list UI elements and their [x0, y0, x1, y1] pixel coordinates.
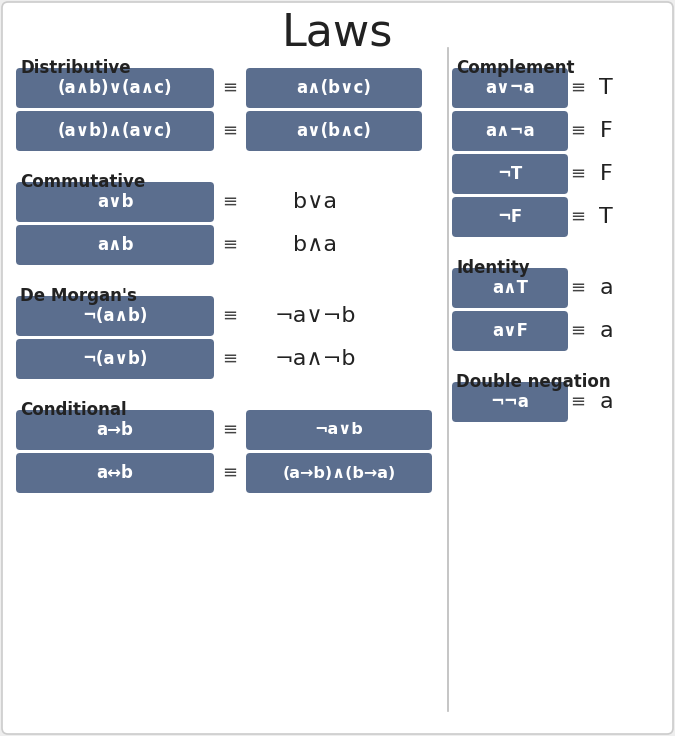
Text: a: a: [599, 321, 613, 341]
Text: ¬F: ¬F: [497, 208, 522, 226]
Text: a∧(b∨c): a∧(b∨c): [296, 79, 371, 97]
FancyBboxPatch shape: [16, 111, 214, 151]
Text: ≡: ≡: [570, 208, 585, 226]
Text: a∨¬a: a∨¬a: [485, 79, 535, 97]
FancyBboxPatch shape: [452, 382, 568, 422]
FancyBboxPatch shape: [16, 339, 214, 379]
Text: Conditional: Conditional: [20, 401, 127, 419]
Text: F: F: [599, 164, 612, 184]
Text: ¬(a∨b): ¬(a∨b): [82, 350, 148, 368]
FancyBboxPatch shape: [452, 68, 568, 108]
FancyBboxPatch shape: [452, 111, 568, 151]
Text: ¬T: ¬T: [497, 165, 522, 183]
Text: ≡: ≡: [570, 279, 585, 297]
FancyBboxPatch shape: [246, 453, 432, 493]
Text: T: T: [599, 207, 613, 227]
Text: a∨F: a∨F: [492, 322, 528, 340]
Text: a∧b: a∧b: [97, 236, 133, 254]
FancyBboxPatch shape: [16, 410, 214, 450]
Text: (a∧b)∨(a∧c): (a∧b)∨(a∧c): [58, 79, 172, 97]
Text: ≡: ≡: [223, 122, 238, 140]
Text: ≡: ≡: [223, 464, 238, 482]
FancyBboxPatch shape: [16, 296, 214, 336]
FancyBboxPatch shape: [452, 197, 568, 237]
Text: ≡: ≡: [223, 79, 238, 97]
Text: Laws: Laws: [281, 12, 393, 54]
Text: ¬a∨¬b: ¬a∨¬b: [274, 306, 356, 326]
FancyBboxPatch shape: [16, 182, 214, 222]
Text: Distributive: Distributive: [20, 59, 131, 77]
Text: ≡: ≡: [570, 393, 585, 411]
Text: ≡: ≡: [223, 193, 238, 211]
Text: ≡: ≡: [570, 79, 585, 97]
Text: a∨(b∧c): a∨(b∧c): [296, 122, 371, 140]
Text: ¬a∨b: ¬a∨b: [315, 422, 363, 437]
Text: ¬a∧¬b: ¬a∧¬b: [274, 349, 356, 369]
Text: De Morgan's: De Morgan's: [20, 287, 137, 305]
Text: (a→b)∧(b→a): (a→b)∧(b→a): [282, 465, 396, 481]
Text: ¬¬a: ¬¬a: [491, 393, 529, 411]
Text: b∧a: b∧a: [293, 235, 337, 255]
FancyBboxPatch shape: [246, 68, 422, 108]
Text: T: T: [599, 78, 613, 98]
Text: ≡: ≡: [570, 322, 585, 340]
Text: Complement: Complement: [456, 59, 574, 77]
Text: ≡: ≡: [223, 236, 238, 254]
Text: a↔b: a↔b: [97, 464, 134, 482]
FancyBboxPatch shape: [246, 410, 432, 450]
FancyBboxPatch shape: [246, 111, 422, 151]
Text: ≡: ≡: [223, 307, 238, 325]
Text: ≡: ≡: [223, 350, 238, 368]
FancyBboxPatch shape: [16, 68, 214, 108]
Text: Double negation: Double negation: [456, 373, 611, 391]
FancyBboxPatch shape: [16, 225, 214, 265]
FancyBboxPatch shape: [16, 453, 214, 493]
Text: a∧¬a: a∧¬a: [485, 122, 535, 140]
Text: a: a: [599, 278, 613, 298]
Text: a∨b: a∨b: [97, 193, 133, 211]
Text: ¬(a∧b): ¬(a∧b): [82, 307, 148, 325]
Text: b∨a: b∨a: [293, 192, 337, 212]
Text: a∧T: a∧T: [492, 279, 528, 297]
Text: ≡: ≡: [223, 421, 238, 439]
Text: ≡: ≡: [570, 122, 585, 140]
Text: a→b: a→b: [97, 421, 134, 439]
FancyBboxPatch shape: [452, 154, 568, 194]
Text: F: F: [599, 121, 612, 141]
Text: (a∨b)∧(a∨c): (a∨b)∧(a∨c): [58, 122, 172, 140]
Text: Identity: Identity: [456, 259, 530, 277]
Text: a: a: [599, 392, 613, 412]
FancyBboxPatch shape: [452, 311, 568, 351]
Text: Commutative: Commutative: [20, 173, 145, 191]
Text: ≡: ≡: [570, 165, 585, 183]
FancyBboxPatch shape: [452, 268, 568, 308]
